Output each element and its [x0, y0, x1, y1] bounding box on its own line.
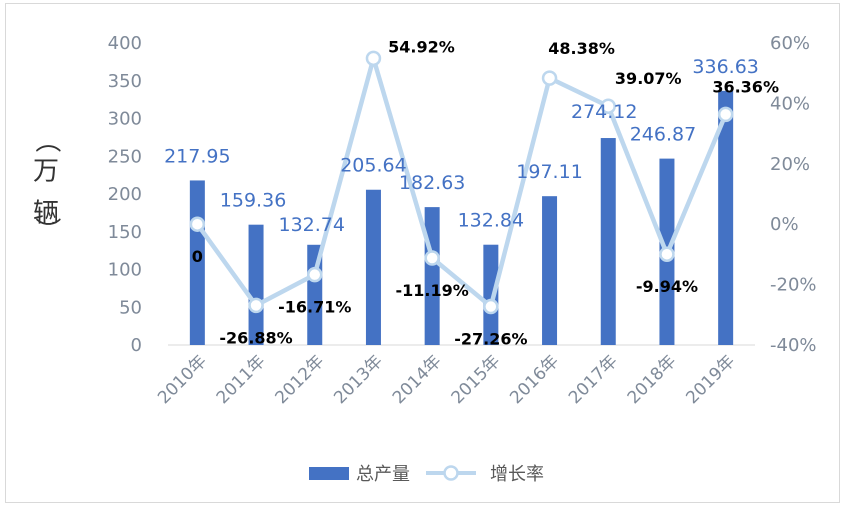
y-tick-label: 200: [108, 184, 142, 205]
y2-tick-label: -20%: [770, 275, 817, 296]
y-axis-label-char: 辆: [33, 199, 59, 229]
y-tick-label: 350: [108, 71, 142, 92]
bar: [365, 189, 381, 345]
bar: [718, 90, 734, 345]
bar: [424, 207, 440, 345]
chart-frame: [5, 3, 840, 503]
y-axis-label-char: 万: [33, 157, 59, 187]
legend-label-line: 增长率: [490, 464, 544, 485]
legend-swatch-marker: [443, 465, 459, 481]
growth-rate-label: -9.94%: [636, 277, 698, 296]
bar-value-label: 205.64: [340, 155, 406, 177]
legend-label-bar: 总产量: [356, 464, 410, 485]
growth-rate-label: 54.92%: [388, 37, 455, 56]
growth-rate-line: [195, 56, 728, 309]
x-tick-label: 2019年: [682, 351, 739, 408]
bar-value-label: 132.74: [279, 214, 345, 236]
y-tick-label: 250: [108, 146, 142, 167]
growth-rate-label: -26.88%: [219, 328, 292, 347]
line-point: [659, 246, 675, 262]
x-tick-label: 2011年: [213, 351, 270, 408]
growth-rate-label: -11.19%: [396, 281, 469, 300]
y2-tick-label: 40%: [770, 93, 810, 114]
x-tick-label: 2016年: [506, 351, 563, 408]
x-tick-label: 2012年: [272, 351, 329, 408]
y-axis-label-char: （: [32, 127, 62, 153]
growth-rate-label: 39.07%: [615, 69, 682, 88]
bar-value-label: 246.87: [630, 124, 696, 146]
line-point: [541, 70, 558, 86]
x-tick-label: 2013年: [330, 351, 387, 408]
line-point: [424, 250, 440, 266]
y-tick-label: 100: [108, 260, 142, 281]
line-point: [483, 298, 499, 315]
bar-value-label: 336.63: [692, 56, 758, 78]
x-tick-label: 2018年: [624, 351, 681, 408]
x-tick-label: 2015年: [448, 351, 505, 408]
bar-value-label: 197.11: [516, 161, 582, 183]
bar: [542, 196, 558, 345]
bar-value-label: 182.63: [399, 172, 465, 194]
bar: [483, 244, 499, 345]
line-point: [600, 98, 616, 114]
y-tick-label: 0: [131, 335, 142, 356]
bar-value-label: 217.95: [164, 145, 230, 167]
growth-rate-label: 48.38%: [548, 39, 615, 58]
growth-rate-label: 0: [192, 247, 203, 266]
y-tick-label: 300: [108, 109, 142, 130]
x-tick-label: 2010年: [154, 351, 211, 408]
bar-value-label: 132.84: [458, 210, 524, 232]
growth-rate-label: -16.71%: [278, 298, 351, 317]
y2-tick-label: 60%: [770, 33, 810, 54]
line-point: [189, 216, 206, 232]
growth-rate-label: 36.36%: [712, 77, 779, 96]
y2-tick-label: 0%: [770, 214, 799, 235]
x-tick-label: 2014年: [389, 351, 446, 408]
bar: [600, 138, 616, 345]
y2-tick-label: 20%: [770, 154, 810, 175]
y2-tick-label: -40%: [770, 335, 817, 356]
x-tick-label: 2017年: [565, 351, 622, 408]
legend-swatch-bar: [309, 467, 349, 480]
growth-rate-label: -27.26%: [454, 330, 527, 349]
bar: [248, 224, 264, 345]
line-point: [717, 106, 734, 123]
line-point: [365, 50, 382, 67]
y-tick-label: 150: [108, 222, 142, 243]
line-point: [307, 266, 323, 283]
y-tick-label: 50: [119, 297, 142, 318]
y-tick-label: 400: [108, 33, 142, 54]
y-axis-label-char: ）: [32, 217, 62, 243]
bar-value-label: 159.36: [220, 190, 286, 212]
bar-value-label: 274.12: [571, 101, 637, 123]
line-point: [248, 297, 264, 314]
